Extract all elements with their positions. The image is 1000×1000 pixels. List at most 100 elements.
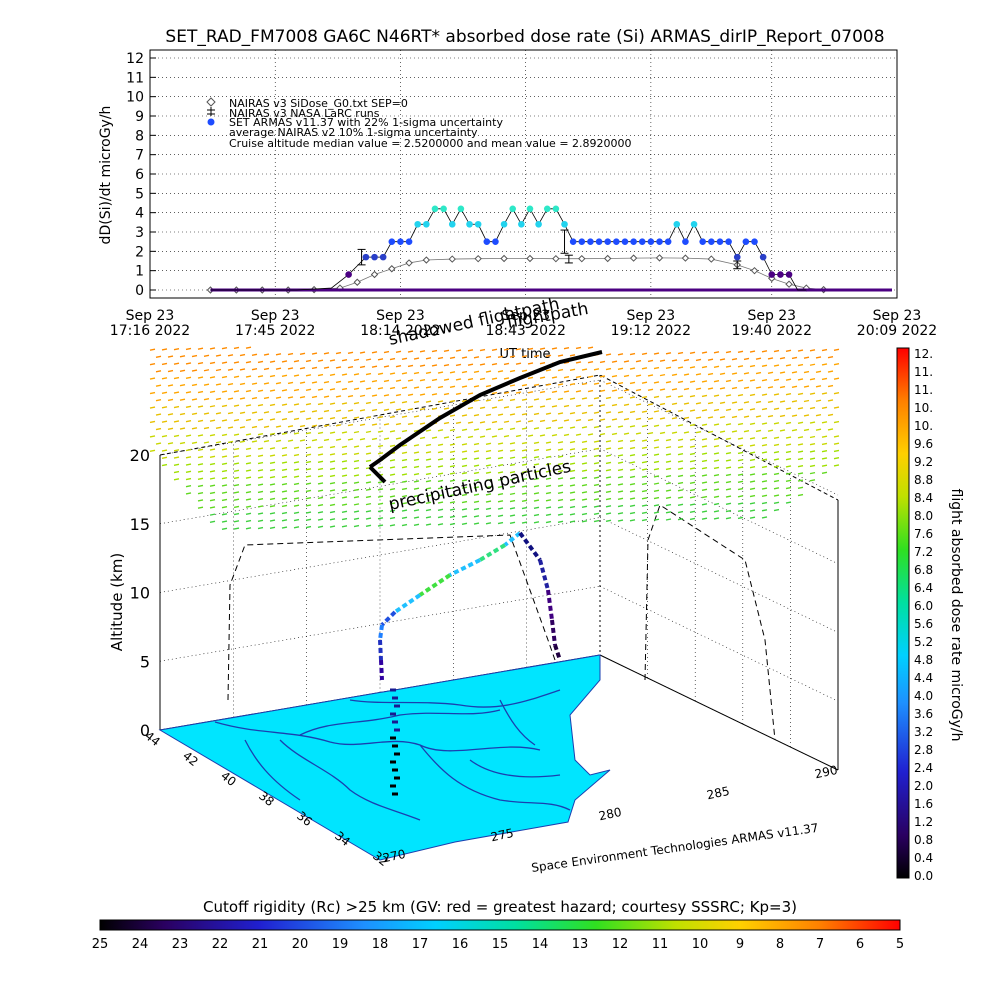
- particle-mark: [815, 356, 822, 359]
- particle-mark: [611, 418, 618, 421]
- particle-mark: [317, 460, 324, 463]
- particle-mark: [719, 401, 726, 404]
- particle-mark: [257, 461, 264, 465]
- particle-mark: [827, 413, 834, 417]
- particle-mark: [773, 458, 780, 461]
- particle-mark: [725, 459, 732, 462]
- particle-mark: [233, 390, 240, 393]
- particle-mark: [287, 396, 294, 399]
- particle-mark: [713, 351, 720, 354]
- particle-mark: [761, 509, 768, 512]
- particle-mark: [353, 495, 360, 499]
- particle-mark: [779, 356, 786, 360]
- particle-mark: [761, 436, 768, 440]
- particle-mark: [725, 350, 732, 354]
- particle-mark: [521, 369, 528, 372]
- particle-mark: [521, 412, 528, 416]
- particle-mark: [581, 440, 588, 443]
- particle-mark: [575, 433, 582, 436]
- particle-mark: [593, 519, 600, 523]
- particle-mark: [437, 356, 444, 360]
- particle-mark: [215, 354, 222, 357]
- colorbar-tick-label: 14: [532, 937, 549, 952]
- particle-mark: [629, 504, 636, 507]
- particle-mark: [521, 427, 528, 430]
- particle-mark: [197, 477, 204, 480]
- particle-mark: [401, 458, 408, 462]
- particle-mark: [587, 375, 594, 378]
- particle-mark: [569, 411, 576, 415]
- particle-mark: [401, 466, 408, 469]
- particle-mark: [401, 516, 408, 520]
- particle-mark: [617, 454, 624, 457]
- particle-mark: [635, 417, 642, 421]
- armas-point: [431, 205, 439, 213]
- colorbar-tick-label: 9.2: [914, 455, 933, 469]
- particle-mark: [677, 351, 684, 355]
- particle-mark: [437, 515, 444, 519]
- particle-mark: [833, 442, 840, 445]
- particle-mark: [653, 504, 660, 507]
- particle-mark: [473, 370, 480, 373]
- particle-mark: [335, 438, 342, 441]
- particle-mark: [803, 428, 810, 432]
- particle-mark: [677, 467, 684, 470]
- x-tick-label-time: 18:14 2022: [360, 323, 440, 339]
- particle-mark: [569, 484, 576, 487]
- particle-mark: [323, 352, 330, 355]
- particle-mark: [299, 424, 306, 428]
- particle-mark: [347, 409, 354, 412]
- armas-point: [388, 238, 396, 245]
- colorbar-tick-label: 5.2: [914, 635, 933, 649]
- particle-mark: [785, 486, 792, 490]
- particle-mark: [203, 383, 210, 386]
- particle-mark: [227, 397, 234, 400]
- particle-mark: [203, 426, 210, 430]
- particle-mark: [779, 371, 786, 374]
- particle-mark: [827, 399, 834, 402]
- particle-mark: [215, 383, 222, 386]
- particle-mark: [713, 495, 720, 499]
- particle-mark: [659, 431, 666, 435]
- particle-mark: [689, 510, 696, 513]
- particle-mark: [749, 437, 756, 440]
- particle-mark: [257, 497, 264, 501]
- particle-mark: [743, 401, 750, 404]
- particle-mark: [533, 383, 540, 387]
- particle-mark: [269, 497, 276, 501]
- colorbar-tick-label: 3.2: [914, 725, 933, 739]
- particle-mark: [245, 447, 252, 451]
- particle-mark: [341, 525, 348, 528]
- particle-mark: [407, 364, 414, 368]
- particle-mark: [425, 480, 432, 483]
- particle-mark: [185, 463, 192, 466]
- particle-mark: [731, 401, 738, 404]
- particle-mark: [341, 517, 348, 521]
- particle-mark: [761, 364, 768, 367]
- particle-mark: [179, 427, 186, 430]
- colorbar-tick-label: 2.0: [914, 779, 933, 793]
- particle-mark: [629, 468, 636, 471]
- particle-mark: [311, 366, 318, 370]
- particle-mark: [197, 419, 204, 423]
- particle-mark: [425, 501, 432, 505]
- particle-mark: [425, 465, 432, 468]
- particle-mark: [581, 505, 588, 508]
- particle-mark: [509, 456, 516, 459]
- particle-mark: [569, 476, 576, 480]
- particle-mark: [581, 411, 588, 415]
- particle-mark: [677, 424, 684, 427]
- particle-mark: [281, 475, 288, 479]
- particle-mark: [545, 441, 552, 444]
- particle-mark: [581, 368, 588, 371]
- particle-mark: [341, 474, 348, 477]
- particle-mark: [155, 398, 162, 402]
- colorbar-tick-label: 6: [856, 937, 864, 952]
- particle-mark: [581, 382, 588, 386]
- particle-mark: [479, 435, 486, 438]
- particle-mark: [251, 396, 258, 400]
- particle-mark: [191, 412, 198, 416]
- particle-mark: [425, 414, 432, 418]
- particle-mark: [737, 365, 744, 368]
- particle-mark: [809, 443, 816, 446]
